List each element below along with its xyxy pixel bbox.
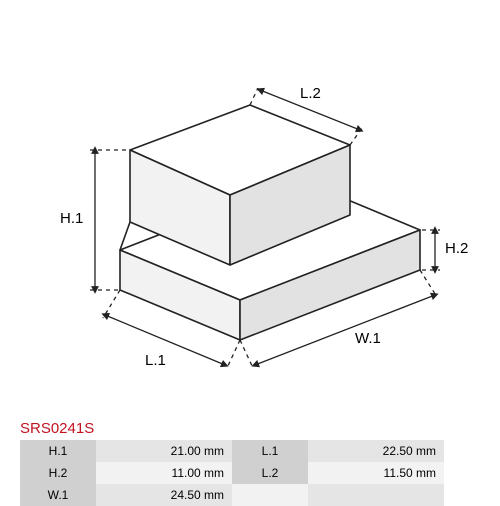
label-w1: W.1 <box>355 330 381 347</box>
label-h2: H.2 <box>445 240 468 257</box>
part-number: SRS0241S <box>20 420 94 437</box>
label-l1: L.1 <box>145 352 166 369</box>
cell-key: W.1 <box>20 484 96 506</box>
cell-val: 11.50 mm <box>308 462 444 484</box>
cell-key: L.2 <box>232 462 308 484</box>
table-row: H.2 11.00 mm L.2 11.50 mm <box>20 462 444 484</box>
cell-key <box>232 484 308 506</box>
cell-val: 22.50 mm <box>308 440 444 462</box>
cell-key: H.2 <box>20 462 96 484</box>
dimension-drawing <box>0 0 500 410</box>
table-row: H.1 21.00 mm L.1 22.50 mm <box>20 440 444 462</box>
cell-val: 11.00 mm <box>96 462 232 484</box>
label-h1: H.1 <box>60 210 83 227</box>
dimension-table: H.1 21.00 mm L.1 22.50 mm H.2 11.00 mm L… <box>20 440 444 506</box>
cell-val: 21.00 mm <box>96 440 232 462</box>
cell-val <box>308 484 444 506</box>
table-row: W.1 24.50 mm <box>20 484 444 506</box>
label-l2: L.2 <box>300 85 321 102</box>
cell-val: 24.50 mm <box>96 484 232 506</box>
cell-key: L.1 <box>232 440 308 462</box>
cell-key: H.1 <box>20 440 96 462</box>
